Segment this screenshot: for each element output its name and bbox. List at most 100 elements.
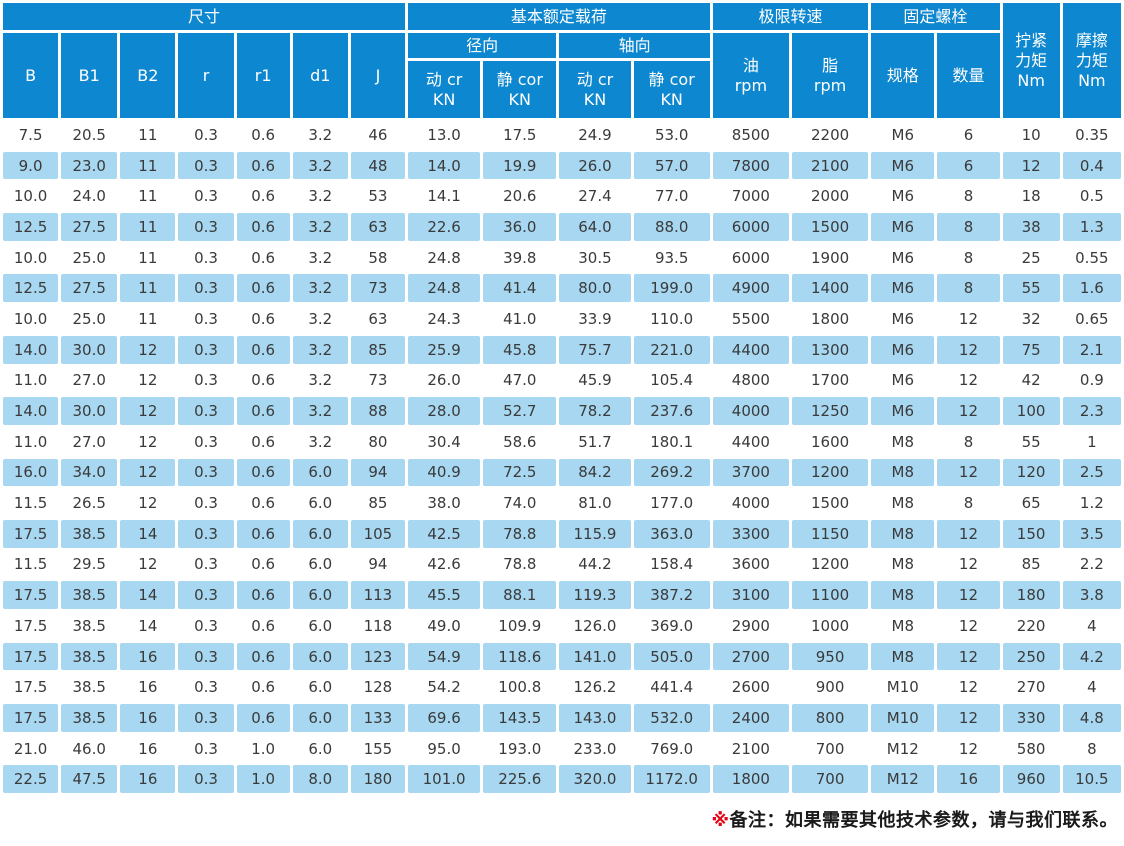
- cell: 14: [120, 581, 176, 609]
- cell: 700: [791, 734, 869, 763]
- cell: 118.6: [483, 642, 557, 671]
- cell: 21.0: [3, 734, 59, 763]
- cell: 84.2: [559, 458, 631, 487]
- cell: 11: [120, 151, 176, 180]
- table-row: 17.5 38.5 16 0.3 0.6 6.0 133 69.6 143.5 143.0 532.…: [3, 704, 1121, 732]
- cell: 1900: [791, 243, 869, 272]
- col-header-qty: 数量: [937, 33, 1000, 118]
- cell: 88.1: [483, 581, 557, 609]
- cell: 0.6: [236, 274, 290, 303]
- cell: 10: [1002, 121, 1060, 149]
- cell: 0.6: [236, 581, 290, 609]
- cell: 6.0: [292, 642, 348, 671]
- cell: 75.7: [559, 335, 631, 364]
- cell: 0.3: [178, 642, 234, 671]
- cell: 0.6: [236, 151, 290, 180]
- cell: 12: [1002, 151, 1060, 180]
- cell: 17.5: [3, 673, 59, 702]
- cell: M6: [871, 213, 935, 241]
- cell: 12: [120, 427, 176, 456]
- cell: 55: [1002, 274, 1060, 303]
- cell: 24.8: [408, 274, 481, 303]
- table-row: 21.0 46.0 16 0.3 1.0 6.0 155 95.0 193.0 233.0 769.…: [3, 734, 1121, 763]
- cell: 1000: [791, 612, 869, 640]
- cell: 6000: [712, 243, 789, 272]
- cell: 16: [120, 734, 176, 763]
- cell: 3300: [712, 519, 789, 548]
- subgroup-header-axial: 轴向: [559, 33, 710, 58]
- cell: 126.2: [559, 673, 631, 702]
- cell: 2200: [791, 121, 869, 149]
- cell: 38.5: [61, 519, 118, 548]
- cell: 6.0: [292, 581, 348, 609]
- cell: 14.0: [3, 335, 59, 364]
- cell: 3.2: [292, 182, 348, 211]
- cell: 12: [937, 366, 1000, 395]
- cell: 0.6: [236, 612, 290, 640]
- cell: 220: [1002, 612, 1060, 640]
- cell: 94: [350, 550, 405, 579]
- cell: M12: [871, 765, 935, 794]
- cell: 8: [1062, 734, 1121, 763]
- cell: 0.9: [1062, 366, 1121, 395]
- col-header-J: J: [350, 33, 405, 118]
- cell: 0.3: [178, 519, 234, 548]
- cell: 0.6: [236, 366, 290, 395]
- cell: 1800: [712, 765, 789, 794]
- cell: 18: [1002, 182, 1060, 211]
- cell: 4: [1062, 673, 1121, 702]
- cell: 2.1: [1062, 335, 1121, 364]
- col-header-B: B: [3, 33, 59, 118]
- cell: 225.6: [483, 765, 557, 794]
- cell: 2400: [712, 704, 789, 732]
- cell: 75: [1002, 335, 1060, 364]
- cell: 4400: [712, 335, 789, 364]
- cell: M8: [871, 612, 935, 640]
- cell: 0.6: [236, 642, 290, 671]
- cell: M6: [871, 182, 935, 211]
- cell: 105.4: [633, 366, 710, 395]
- cell: 8500: [712, 121, 789, 149]
- cell: 0.3: [178, 366, 234, 395]
- cell: 12.5: [3, 274, 59, 303]
- cell: 12: [937, 550, 1000, 579]
- cell: 85: [1002, 550, 1060, 579]
- header-group-row: 尺寸 基本额定载荷 极限转速 固定螺栓 拧紧 力矩 Nm 摩擦 力矩 Nm: [3, 3, 1121, 118]
- cell: 221.0: [633, 335, 710, 364]
- cell: 30.0: [61, 335, 118, 364]
- cell: 94: [350, 458, 405, 487]
- cell: 14.1: [408, 182, 481, 211]
- cell: 123: [350, 642, 405, 671]
- table-row: 11.0 27.0 12 0.3 0.6 3.2 73 26.0 47.0 45.9 105.4 48…: [3, 366, 1121, 395]
- cell: 14: [120, 519, 176, 548]
- cell: 141.0: [559, 642, 631, 671]
- cell: M10: [871, 673, 935, 702]
- cell: M8: [871, 427, 935, 456]
- cell: 26.5: [61, 489, 118, 517]
- cell: 4900: [712, 274, 789, 303]
- cell: 10.0: [3, 182, 59, 211]
- cell: 7800: [712, 151, 789, 180]
- spec-table-body: 7.5 20.5 11 0.3 0.6 3.2 46 13.0 17.5 24.9 53.0 8500…: [3, 121, 1121, 794]
- cell: 24.8: [408, 243, 481, 272]
- cell: M6: [871, 151, 935, 180]
- cell: 26.0: [408, 366, 481, 395]
- cell: 0.35: [1062, 121, 1121, 149]
- cell: 8: [937, 427, 1000, 456]
- cell: 88.0: [633, 213, 710, 241]
- header-cols-row: 动 cr KN 静 cor KN 动 cr KN 静 cor KN: [3, 61, 1121, 118]
- cell: 55: [1002, 427, 1060, 456]
- cell: 8.0: [292, 765, 348, 794]
- cell: 0.6: [236, 121, 290, 149]
- cell: 0.3: [178, 458, 234, 487]
- cell: 126.0: [559, 612, 631, 640]
- cell: M8: [871, 519, 935, 548]
- cell: 0.3: [178, 673, 234, 702]
- cell: 505.0: [633, 642, 710, 671]
- cell: 49.0: [408, 612, 481, 640]
- cell: 1172.0: [633, 765, 710, 794]
- cell: 2100: [791, 151, 869, 180]
- cell: 4.2: [1062, 642, 1121, 671]
- cell: 74.0: [483, 489, 557, 517]
- cell: 6: [937, 151, 1000, 180]
